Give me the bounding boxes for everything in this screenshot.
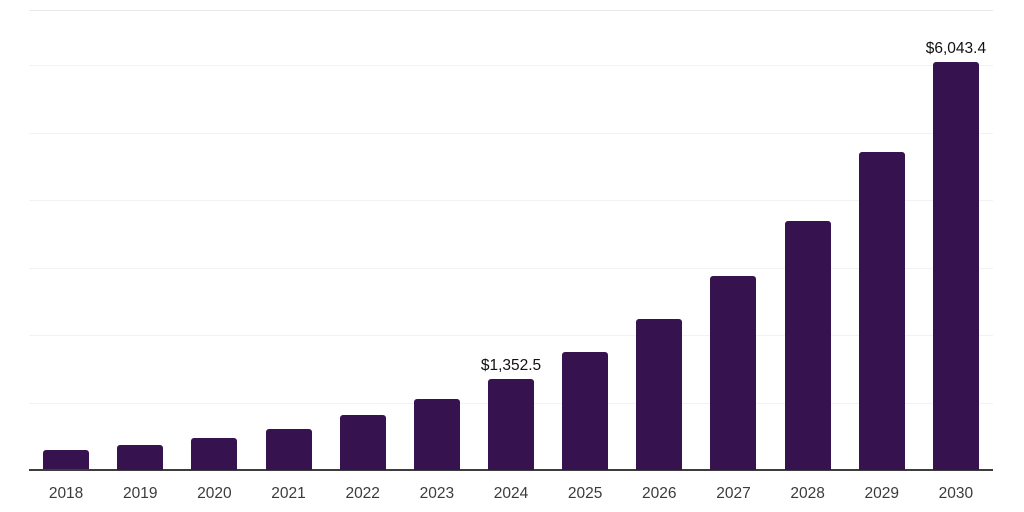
x-tick-label-2027: 2027 [716, 485, 751, 502]
bar-2023 [413, 399, 460, 470]
x-tick-label-2022: 2022 [345, 485, 380, 502]
bar-2025 [562, 351, 609, 470]
x-tick-label-2021: 2021 [271, 485, 306, 502]
x-tick-label-2023: 2023 [419, 485, 455, 502]
bar-2022 [339, 414, 386, 470]
x-tick-label-2028: 2028 [790, 485, 825, 502]
x-tick-label-2020: 2020 [197, 485, 232, 502]
x-tick-label-2018: 2018 [48, 485, 84, 502]
gridline [29, 200, 993, 201]
bar-2021 [265, 429, 312, 470]
bar-2019 [117, 445, 164, 470]
x-tick-label-2025: 2025 [567, 485, 603, 502]
bar-2029 [858, 152, 905, 470]
bar-2024 [488, 378, 534, 470]
gridline [29, 335, 993, 336]
gridline [29, 65, 993, 66]
bar-2020 [191, 437, 238, 470]
bar-2028 [784, 220, 831, 470]
bar-2030 [932, 62, 979, 470]
x-axis-line [29, 469, 993, 471]
bar-2026 [636, 318, 683, 470]
bar-2018 [43, 450, 90, 470]
x-tick-label-2019: 2019 [122, 485, 158, 502]
x-tick-label-2029: 2029 [864, 485, 900, 502]
chart-top-border [29, 10, 993, 11]
gridline [29, 132, 993, 134]
value-label-2024: $1,352.5 [480, 356, 542, 374]
bar-2027 [710, 275, 757, 470]
x-tick-label-2026: 2026 [642, 485, 677, 502]
x-tick-label-2030: 2030 [938, 485, 974, 502]
gridline [29, 267, 993, 269]
value-label-2030: $6,043.4 [925, 40, 987, 58]
x-tick-label-2024: 2024 [493, 485, 529, 502]
